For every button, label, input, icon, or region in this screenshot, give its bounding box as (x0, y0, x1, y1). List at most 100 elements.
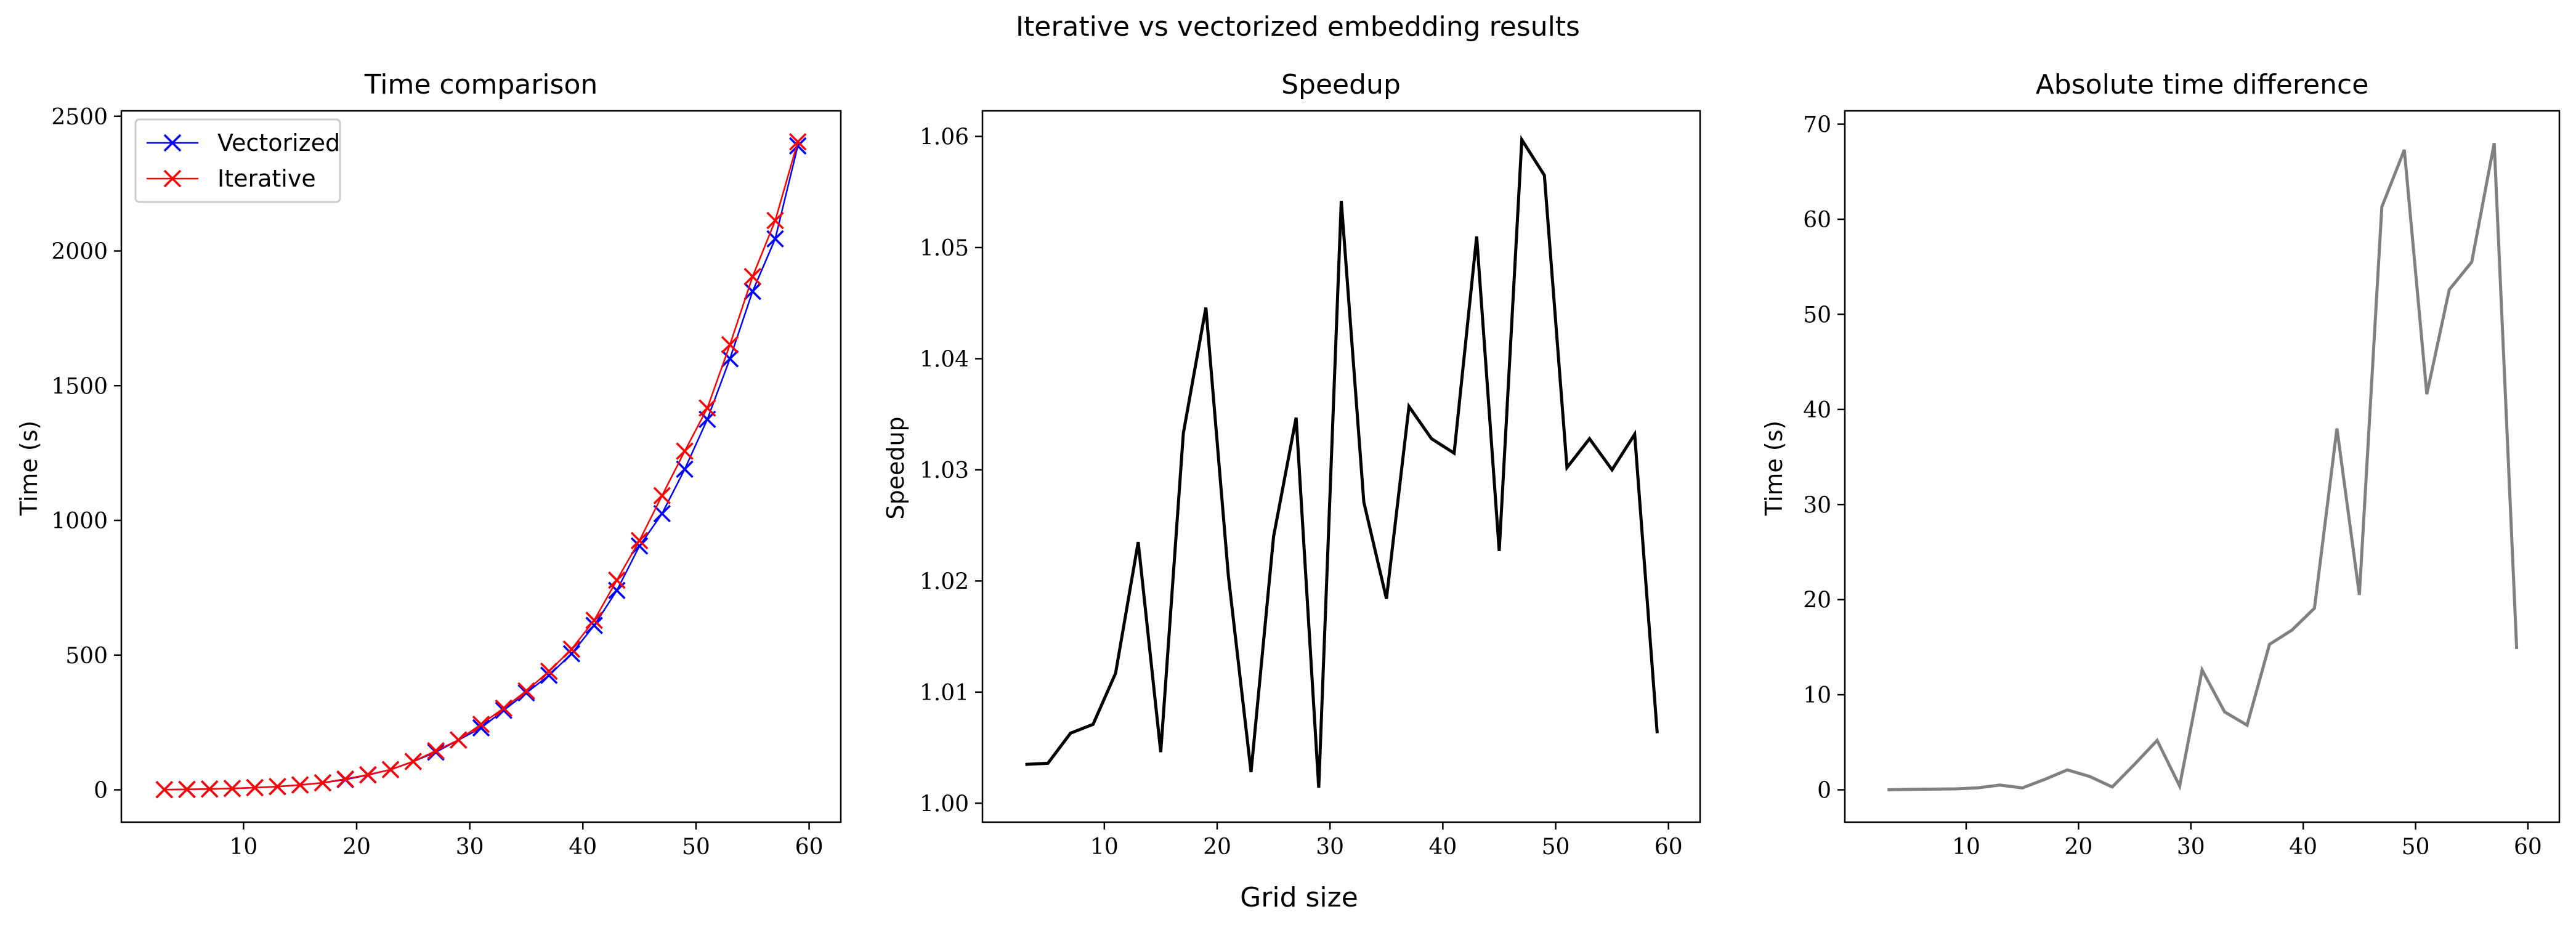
y-axis-label-speedup: Speedup (882, 416, 909, 519)
legend-time-comparison: Vectorized Iterative (134, 118, 341, 203)
y-tick-label: 0 (1817, 778, 1831, 804)
y-tick-label: 2500 (51, 105, 108, 130)
x-tick-label: 10 (1952, 834, 1980, 860)
data-point-marker (608, 571, 626, 589)
y-tick-label: 1500 (51, 374, 108, 399)
x-tick-label: 10 (229, 834, 257, 860)
x-tick-label: 20 (342, 834, 371, 860)
data-point-marker (381, 761, 400, 778)
data-point-marker (517, 682, 535, 700)
data-point-marker (246, 778, 264, 797)
chart-speedup: 10 20 30 40 50 60 1.00 1.01 1.02 1.03 1.04 1.05 1.06… (882, 69, 1701, 860)
figure-suptitle: Iterative vs vectorized embedding result… (1016, 11, 1580, 42)
x-tick-label: 40 (2289, 834, 2317, 860)
y-axis-label-time-comparison: Time (s) (15, 421, 43, 517)
data-point-marker (269, 778, 286, 796)
legend-label-vectorized: Vectorized (217, 129, 340, 156)
series-line (164, 141, 799, 791)
axes-frame (1844, 110, 2561, 823)
data-point-marker (517, 684, 535, 702)
data-point-marker (404, 753, 423, 770)
data-point-marker (653, 504, 671, 523)
x-tick-label: 60 (2514, 834, 2542, 860)
legend-marker-vectorized (163, 134, 182, 152)
y-axis-label-absolute-time-difference: Time (s) (1760, 421, 1788, 517)
data-point-marker (766, 211, 784, 230)
y-tick-label: 1.00 (920, 791, 969, 817)
data-point-marker (540, 662, 558, 681)
chart-absolute-time-difference: 10 20 30 40 50 60 0 10 20 30 40 50 60 70 Absolute tim… (1760, 69, 2561, 860)
y-axis-label-time-comparison-text: Time (s) (15, 421, 43, 517)
y-tick-label: 70 (1803, 113, 1831, 138)
data-point-marker (788, 133, 807, 151)
axes-frame (120, 110, 842, 823)
data-point-marker (291, 776, 309, 794)
data-point-marker (562, 645, 581, 663)
series-line (1887, 143, 2519, 791)
data-point-marker (472, 715, 490, 733)
data-point-marker (721, 350, 739, 368)
data-point-marker (336, 770, 354, 788)
y-tick-label: 1.04 (920, 347, 969, 372)
y-tick-label: 500 (65, 644, 108, 669)
data-point-marker (201, 780, 219, 798)
data-point-marker (155, 781, 174, 799)
y-tick-label: 1.06 (920, 125, 969, 150)
y-tick-label: 1.02 (920, 569, 969, 594)
data-point-marker (585, 612, 603, 629)
x-tick-label: 40 (569, 834, 597, 860)
chart-title-time-comparison: Time comparison (364, 69, 598, 100)
data-point-marker (653, 487, 671, 504)
y-tick-label: 1000 (51, 509, 108, 534)
x-tick-label: 50 (1542, 834, 1570, 860)
x-tick-label: 40 (1428, 834, 1457, 860)
data-point-marker (562, 640, 581, 658)
data-point-marker (178, 780, 196, 799)
data-point-marker (472, 719, 490, 737)
data-point-marker (585, 616, 603, 634)
x-tick-label: 50 (682, 834, 710, 860)
y-tick-label: 40 (1803, 398, 1831, 423)
y-axis-label-absolute-time-difference-text: Time (s) (1760, 421, 1788, 517)
plot-area-absolute-time-difference: 10 20 30 40 50 60 0 10 20 30 40 50 60 70 (1803, 110, 2561, 860)
data-point-marker (630, 531, 649, 550)
legend-frame (134, 118, 341, 203)
data-point-marker (743, 267, 761, 286)
data-point-marker (540, 666, 558, 684)
axes-frame (981, 110, 1701, 823)
data-point-marker (788, 137, 807, 155)
y-tick-label: 1.03 (920, 458, 969, 483)
data-point-marker (676, 460, 694, 479)
plot-area-speedup: 10 20 30 40 50 60 1.00 1.01 1.02 1.03 1.04 1.05 1.06 (920, 110, 1701, 860)
y-axis-label-speedup-text: Speedup (882, 416, 909, 519)
figure-xlabel: Grid size (1240, 882, 1358, 913)
data-point-marker (495, 699, 512, 717)
x-tick-label: 30 (456, 834, 484, 860)
plot-area-time-comparison: 10 20 30 40 50 60 0 500 1000 1500 2000 2500 (51, 105, 842, 860)
chart-title-speedup: Speedup (1281, 69, 1401, 100)
y-tick-label: 20 (1803, 588, 1831, 613)
y-tick-label: 50 (1803, 302, 1831, 328)
legend-marker-iterative (163, 169, 182, 188)
x-tick-label: 20 (2064, 834, 2092, 860)
data-point-marker (427, 741, 445, 760)
x-tick-label: 30 (1316, 834, 1344, 860)
y-tick-label: 1.05 (920, 236, 969, 261)
data-point-marker (450, 731, 468, 749)
y-tick-label: 10 (1803, 683, 1831, 708)
data-point-marker (721, 336, 739, 353)
data-point-marker (223, 780, 241, 798)
x-tick-label: 60 (795, 834, 824, 860)
data-point-marker (743, 282, 761, 301)
chart-title-absolute-time-difference: Absolute time difference (2036, 69, 2369, 100)
x-tick-label: 30 (2177, 834, 2205, 860)
y-tick-label: 60 (1803, 208, 1831, 233)
y-tick-label: 2000 (51, 240, 108, 265)
data-point-marker (314, 773, 332, 792)
x-tick-label: 50 (2402, 834, 2430, 860)
x-tick-label: 10 (1090, 834, 1119, 860)
y-tick-label: 30 (1803, 493, 1831, 518)
data-point-marker (676, 442, 694, 460)
data-point-marker (359, 765, 377, 784)
